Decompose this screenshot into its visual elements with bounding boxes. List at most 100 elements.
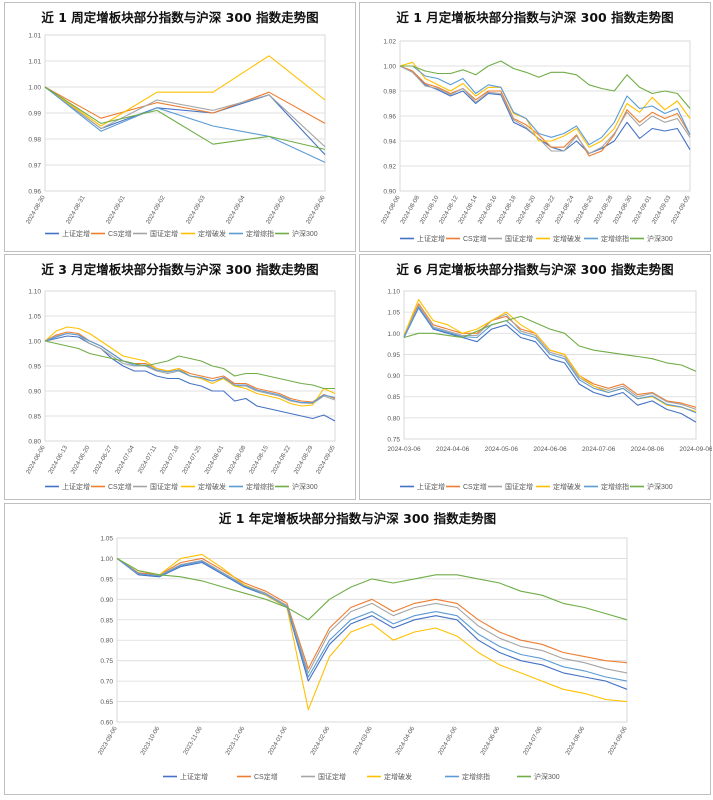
series-line xyxy=(399,65,691,155)
x-tick-label: 2024-09-05 xyxy=(315,444,337,475)
x-tick-label: 2024-08-08 xyxy=(399,194,421,225)
panel-1w: 近 1 周定增板块部分指数与沪深 300 指数走势图 0.96 0.97 0.98 0… xyxy=(4,2,356,252)
y-tick-label: 0.97 xyxy=(28,163,41,170)
y-tick-label: 1.00 xyxy=(100,556,113,563)
x-tick-label: 2024-08-29 xyxy=(293,444,315,475)
y-tick-label: 1.00 xyxy=(387,331,400,338)
x-tick-label: 2024-08-01 xyxy=(203,444,225,475)
x-tick-label: 2024-08-06 xyxy=(564,725,586,756)
chart-title: 近 1 周定增板块部分指数与沪深 300 指数走势图 xyxy=(41,10,319,25)
x-tick-label: 2024-08-30 xyxy=(25,194,47,225)
x-tick-label: 2024-09-03 xyxy=(185,194,207,225)
y-tick-label: 0.85 xyxy=(28,414,41,421)
x-tick-label: 2023-11-06 xyxy=(182,725,204,756)
x-tick-label: 2024-09-01 xyxy=(105,194,127,225)
legend-label: CS定增 xyxy=(108,229,132,238)
x-tick-label: 2024-07-25 xyxy=(181,444,203,475)
x-tick-label: 2024-06-06 xyxy=(533,446,567,453)
y-tick-label: 0.90 xyxy=(28,389,41,396)
panel-6m: 近 6 月定增板块部分指数与沪深 300 指数走势图 0.75 0.80 0.85 0… xyxy=(359,254,713,500)
x-tick-label: 2024-08-06 xyxy=(380,194,402,225)
legend-label: 定增综指 xyxy=(246,229,274,238)
legend-label: 上证定增 xyxy=(62,229,90,238)
y-tick-label: 1.00 xyxy=(28,85,41,92)
y-tick-label: 0.98 xyxy=(383,89,396,96)
legend-label: 定增综指 xyxy=(601,482,629,491)
x-tick-label: 2024-02-06 xyxy=(309,725,331,756)
y-tick-label: 0.96 xyxy=(383,114,396,121)
series-line xyxy=(403,307,697,423)
series-line xyxy=(44,340,335,390)
x-tick-label: 2024-09-01 xyxy=(631,194,653,225)
panel-3m: 近 3 月定增板块部分指数与沪深 300 指数走势图 0.80 0.85 0.90 0… xyxy=(4,254,356,500)
series-line xyxy=(399,61,691,148)
y-tick-label: 0.70 xyxy=(100,679,113,686)
series-line xyxy=(400,65,691,146)
y-tick-label: 0.95 xyxy=(100,576,113,583)
x-tick-label: 2024-06-13 xyxy=(47,444,69,475)
series-line xyxy=(403,306,697,414)
y-tick-label: 0.95 xyxy=(387,352,400,359)
series-line xyxy=(116,553,628,711)
x-tick-label: 2023-10-06 xyxy=(139,725,161,756)
legend-label: 定增破发 xyxy=(384,772,412,781)
y-tick-label: 0.92 xyxy=(383,164,396,171)
x-tick-label: 2024-09-03 xyxy=(651,194,673,225)
x-tick-label: 2024-08-31 xyxy=(65,194,87,225)
legend-label: 国证定增 xyxy=(150,482,178,491)
legend-label: 沪深300 xyxy=(647,482,673,491)
series-line xyxy=(44,86,326,150)
legend-label: 上证定增 xyxy=(180,772,208,781)
y-tick-label: 0.75 xyxy=(387,437,400,444)
x-tick-label: 2024-04-06 xyxy=(394,725,416,756)
series-line xyxy=(399,65,691,155)
y-tick-label: 0.80 xyxy=(387,415,400,422)
x-tick-label: 2024-08-06 xyxy=(631,446,665,453)
y-tick-label: 1.05 xyxy=(28,314,41,321)
legend-label: 定增破发 xyxy=(198,482,226,491)
y-tick-label: 0.94 xyxy=(383,139,396,146)
x-tick-label: 2024-09-06 xyxy=(679,446,712,453)
x-tick-label: 2024-07-11 xyxy=(137,444,159,475)
x-tick-label: 2024-09-04 xyxy=(225,194,247,225)
series-line xyxy=(44,55,326,127)
y-tick-label: 0.98 xyxy=(28,137,41,144)
series-line xyxy=(44,86,326,148)
x-tick-label: 2024-09-06 xyxy=(607,725,629,756)
y-tick-label: 0.90 xyxy=(100,597,113,604)
series-line xyxy=(403,305,697,410)
series-line xyxy=(44,86,326,163)
y-tick-label: 0.95 xyxy=(28,364,41,371)
chart-title: 近 6 月定增板块部分指数与沪深 300 指数走势图 xyxy=(396,262,674,277)
chart-title: 近 1 年定增板块部分指数与沪深 300 指数走势图 xyxy=(218,511,497,526)
x-tick-label: 2024-08-18 xyxy=(496,194,518,225)
series-line xyxy=(44,86,326,124)
y-tick-label: 0.85 xyxy=(100,617,113,624)
x-tick-label: 2024-07-04 xyxy=(114,444,136,475)
x-tick-label: 2023-09-06 xyxy=(97,725,119,756)
x-tick-label: 2024-05-06 xyxy=(485,446,519,453)
legend-label: 定增破发 xyxy=(198,229,226,238)
y-tick-label: 0.96 xyxy=(28,189,41,196)
series-line xyxy=(116,557,628,682)
x-tick-label: 2024-08-08 xyxy=(226,444,248,475)
legend-label: 国证定增 xyxy=(505,234,533,243)
x-tick-label: 2024-09-06 xyxy=(305,194,327,225)
x-tick-label: 2024-04-06 xyxy=(436,446,470,453)
y-tick-label: 0.90 xyxy=(387,373,400,380)
x-tick-label: 2024-08-20 xyxy=(515,194,537,225)
x-tick-label: 2024-07-18 xyxy=(159,444,181,475)
x-tick-label: 2024-05-06 xyxy=(437,725,459,756)
y-tick-label: 1.01 xyxy=(28,33,41,40)
plot-area xyxy=(116,537,628,723)
chart-title: 近 1 月定增板块部分指数与沪深 300 指数走势图 xyxy=(396,10,674,25)
legend-label: CS定增 xyxy=(108,482,132,491)
y-tick-label: 1.01 xyxy=(28,59,41,66)
y-tick-label: 0.90 xyxy=(383,189,396,196)
x-tick-label: 2024-08-15 xyxy=(248,444,270,475)
x-tick-label: 2024-08-14 xyxy=(457,194,479,225)
y-tick-label: 1.05 xyxy=(100,536,113,543)
chart-title: 近 3 月定增板块部分指数与沪深 300 指数走势图 xyxy=(41,262,319,277)
y-tick-label: 0.99 xyxy=(28,111,41,118)
legend-label: 定增综指 xyxy=(601,234,629,243)
